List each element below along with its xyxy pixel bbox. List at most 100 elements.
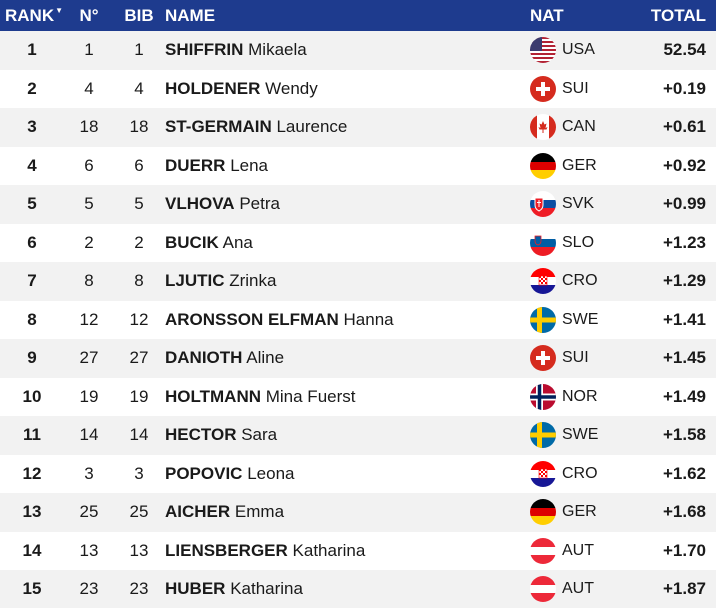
header-name[interactable]: NAME xyxy=(165,5,216,25)
flag-aut-icon xyxy=(530,576,556,603)
athlete-surname: LJUTIC xyxy=(165,271,225,291)
table-row[interactable]: 11 14 14 HECTOR Sara SWE +1.58 xyxy=(0,416,716,455)
athlete-surname: HOLTMANN xyxy=(165,386,261,406)
total-time: +0.99 xyxy=(662,194,706,214)
header-no[interactable]: N° xyxy=(79,5,99,25)
table-row[interactable]: 8 12 12 ARONSSON ELFMAN Hanna SWE +1.41 xyxy=(0,300,716,339)
athlete-name[interactable]: LJUTIC Zrinka xyxy=(164,271,530,291)
athlete-firstname: Emma xyxy=(234,502,285,522)
athlete-name[interactable]: HUBER Katharina xyxy=(164,579,530,599)
bib-cell: 4 xyxy=(134,78,144,98)
nation-code: SUI xyxy=(562,349,589,367)
rank-cell: 14 xyxy=(22,540,42,560)
nation-code: CAN xyxy=(562,118,596,136)
bib-cell: 27 xyxy=(129,348,149,368)
rank-cell: 5 xyxy=(27,194,37,214)
flag-can-icon xyxy=(530,114,556,141)
table-row[interactable]: 14 13 13 LIENSBERGER Katharina AUT +1.70 xyxy=(0,531,716,570)
total-time: +1.49 xyxy=(662,386,706,406)
nation-cell: SWE xyxy=(530,306,642,333)
rank-cell: 11 xyxy=(23,425,41,445)
nation-code: GER xyxy=(562,156,597,174)
nation-cell: AUT xyxy=(530,537,642,564)
athlete-firstname: Katharina xyxy=(292,540,366,560)
athlete-surname: BUCIK xyxy=(165,232,219,252)
rank-cell: 3 xyxy=(27,117,37,137)
athlete-name[interactable]: DANIOTH Aline xyxy=(164,348,530,368)
table-row[interactable]: 2 4 4 HOLDENER Wendy SUI +0.19 xyxy=(0,69,716,108)
table-row[interactable]: 3 18 18 ST-GERMAIN Laurence CAN +0.61 xyxy=(0,108,716,147)
nation-code: NOR xyxy=(562,387,598,405)
athlete-firstname: Mikaela xyxy=(248,40,307,60)
rank-cell: 10 xyxy=(22,386,42,406)
flag-usa-icon xyxy=(530,37,556,64)
nation-code: SUI xyxy=(562,79,589,97)
table-row[interactable]: 12 3 3 POPOVIC Leona CRO +1.62 xyxy=(0,454,716,493)
sort-arrow-icon[interactable]: ▼ xyxy=(55,5,64,15)
nation-cell: SVK xyxy=(530,191,642,218)
athlete-firstname: Aline xyxy=(246,348,285,368)
athlete-firstname: Petra xyxy=(239,194,280,214)
athlete-surname: POPOVIC xyxy=(165,463,243,483)
table-row[interactable]: 9 27 27 DANIOTH Aline SUI +1.45 xyxy=(0,339,716,378)
nation-code: SVK xyxy=(562,195,595,213)
table-row[interactable]: 7 8 8 LJUTIC Zrinka CRO +1.29 xyxy=(0,262,716,301)
table-row[interactable]: 6 2 2 BUCIK Ana SLO +1.23 xyxy=(0,223,716,262)
athlete-name[interactable]: LIENSBERGER Katharina xyxy=(164,541,530,561)
nation-cell: GER xyxy=(530,152,642,179)
total-time: +1.29 xyxy=(662,271,706,291)
flag-nor-icon xyxy=(530,383,556,410)
total-time: +1.87 xyxy=(662,579,706,599)
athlete-surname: DANIOTH xyxy=(165,348,243,368)
no-cell: 19 xyxy=(79,386,99,406)
table-row[interactable]: 10 19 19 HOLTMANN Mina Fuerst NOR +1.49 xyxy=(0,377,716,416)
athlete-name[interactable]: HECTOR Sara xyxy=(164,425,530,445)
athlete-name[interactable]: ST-GERMAIN Laurence xyxy=(164,117,530,137)
rank-cell: 9 xyxy=(27,348,37,368)
athlete-name[interactable]: DUERR Lena xyxy=(164,156,530,176)
table-row[interactable]: 1 1 1 SHIFFRIN Mikaela USA 52.54 xyxy=(0,31,716,70)
header-nat[interactable]: NAT xyxy=(530,5,564,25)
athlete-surname: VLHOVA xyxy=(165,194,235,214)
nation-cell: GER xyxy=(530,499,642,526)
header-rank[interactable]: RANK▼ xyxy=(0,6,64,26)
athlete-name[interactable]: AICHER Emma xyxy=(164,502,530,522)
header-bib[interactable]: BIB xyxy=(124,5,154,25)
athlete-surname: LIENSBERGER xyxy=(165,540,288,560)
no-cell: 18 xyxy=(79,117,99,137)
flag-swe-icon xyxy=(530,422,556,449)
no-cell: 8 xyxy=(84,271,94,291)
nation-cell: SUI xyxy=(530,345,642,372)
no-cell: 25 xyxy=(79,502,99,522)
athlete-name[interactable]: ARONSSON ELFMAN Hanna xyxy=(164,310,530,330)
athlete-firstname: Katharina xyxy=(230,579,303,599)
no-cell: 4 xyxy=(84,78,94,98)
athlete-name[interactable]: POPOVIC Leona xyxy=(164,464,530,484)
table-row[interactable]: 5 5 5 VLHOVA Petra SVK +0.99 xyxy=(0,185,716,224)
rank-cell: 8 xyxy=(27,309,37,329)
bib-cell: 3 xyxy=(134,463,144,483)
athlete-name[interactable]: HOLDENER Wendy xyxy=(164,79,530,99)
athlete-name[interactable]: HOLTMANN Mina Fuerst xyxy=(164,387,530,407)
table-row[interactable]: 4 6 6 DUERR Lena GER +0.92 xyxy=(0,146,716,185)
flag-swe-icon xyxy=(530,306,556,333)
flag-sui-icon xyxy=(530,345,556,372)
table-row[interactable]: 15 23 23 HUBER Katharina AUT +1.87 xyxy=(0,570,716,608)
flag-ger-icon xyxy=(530,499,556,526)
table-row[interactable]: 13 25 25 AICHER Emma GER +1.68 xyxy=(0,493,716,532)
nation-cell: CRO xyxy=(530,268,642,295)
bib-cell: 1 xyxy=(134,40,144,60)
athlete-name[interactable]: SHIFFRIN Mikaela xyxy=(164,40,530,60)
flag-ger-icon xyxy=(530,152,556,179)
athlete-name[interactable]: BUCIK Ana xyxy=(164,233,530,253)
athlete-firstname: Leona xyxy=(247,463,295,483)
header-total[interactable]: TOTAL xyxy=(650,5,706,25)
no-cell: 3 xyxy=(84,463,94,483)
rank-cell: 12 xyxy=(22,463,42,483)
athlete-name[interactable]: VLHOVA Petra xyxy=(164,194,530,214)
athlete-surname: SHIFFRIN xyxy=(165,40,244,60)
athlete-firstname: Hanna xyxy=(343,309,394,329)
no-cell: 27 xyxy=(79,348,99,368)
nation-cell: AUT xyxy=(530,576,642,603)
